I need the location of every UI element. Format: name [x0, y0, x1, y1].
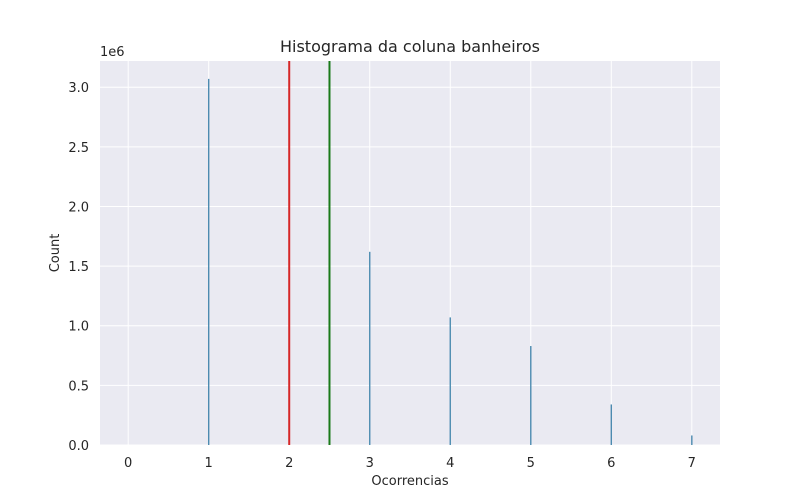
y-tick-label: 2.0	[68, 200, 89, 215]
x-tick-label: 3	[366, 456, 374, 471]
x-tick-label: 7	[688, 456, 696, 471]
histogram-bar	[691, 435, 693, 445]
y-tick-label: 0.5	[68, 379, 89, 394]
histogram-bar	[369, 251, 371, 445]
x-tick-label: 2	[285, 456, 293, 471]
chart-title: Histograma da coluna banheiros	[280, 37, 540, 56]
x-tick-label: 5	[527, 456, 535, 471]
plot-background	[100, 61, 720, 445]
x-tick-label: 6	[607, 456, 615, 471]
y-tick-labels: 0.0 0.5 1.0 1.5 2.0 2.5 3.0	[68, 81, 89, 454]
x-tick-label: 4	[446, 456, 454, 471]
y-axis-title: Count	[48, 234, 63, 273]
histogram-bar	[610, 404, 612, 445]
x-tick-label: 1	[205, 456, 213, 471]
y-tick-label: 0.0	[68, 439, 89, 454]
y-tick-label: 1.0	[68, 320, 89, 335]
y-tick-label: 2.5	[68, 141, 89, 156]
x-tick-label: 0	[124, 456, 132, 471]
histogram-bar	[449, 317, 451, 445]
y-tick-label: 3.0	[68, 81, 89, 96]
histogram-bar	[530, 346, 532, 445]
x-tick-labels: 0 1 2 3 4 5 6 7	[124, 456, 696, 471]
histogram-bar	[208, 78, 210, 446]
y-scale-label: 1e6	[100, 45, 125, 60]
x-axis-title: Ocorrencias	[371, 474, 448, 489]
grid	[100, 61, 720, 446]
y-tick-label: 1.5	[68, 260, 89, 275]
reference-lines	[288, 61, 331, 445]
